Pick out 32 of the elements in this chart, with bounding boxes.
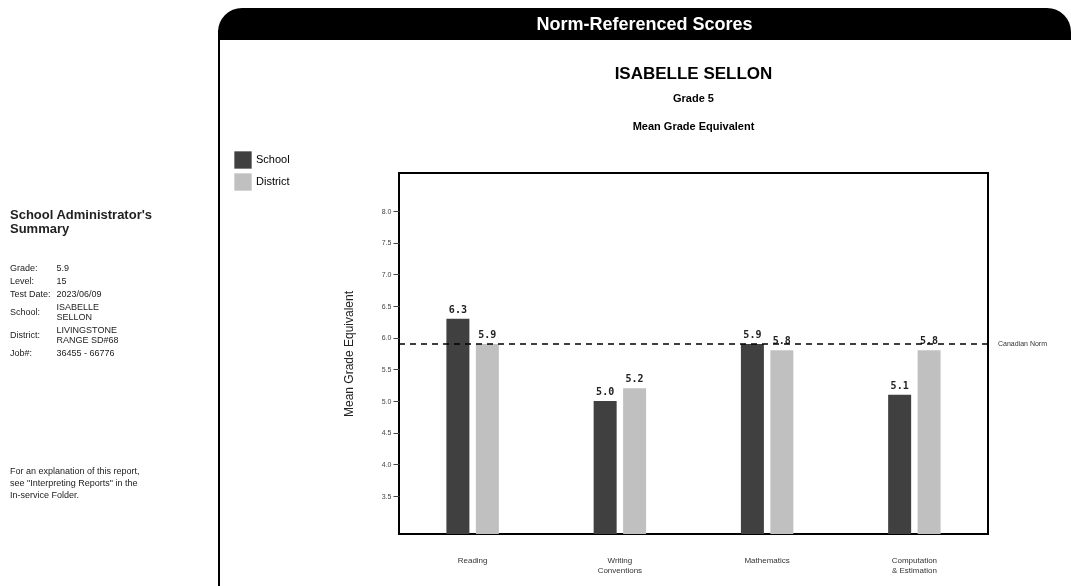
data-label: 5.0: [596, 386, 615, 397]
x-tick-label: Mathematics: [744, 555, 790, 565]
text: Level:: [10, 275, 36, 288]
text: Grade:: [10, 262, 39, 275]
x-tick-label: Writing Conventions: [597, 555, 643, 575]
text: 15: [56, 275, 68, 288]
text: For an explanation of this report, see "Interpreting Reports" in the In-service Folder.: [10, 465, 140, 501]
text: Test Date:: [10, 288, 52, 301]
y-axis-title: Mean Grade Equivalent: [341, 290, 356, 418]
text: 36455 - 66776: [56, 347, 116, 360]
text: School Administrator's Summary: [10, 207, 154, 236]
legend-label: School: [256, 153, 290, 165]
text: School:: [10, 306, 42, 319]
text: 2023/06/09: [56, 288, 103, 301]
x-tick-label: Computation & Estimation: [891, 555, 938, 575]
data-label: 5.2: [625, 373, 644, 385]
data-label: 5.8: [920, 335, 939, 347]
text: LIVINGSTONE RANGE SD#68: [56, 324, 120, 347]
x-tick-label: Reading: [457, 555, 488, 565]
data-label: 5.1: [890, 379, 909, 391]
text: ISABELLE SELLON: [56, 301, 101, 324]
data-label: 5.9: [743, 329, 762, 340]
text: Job#:: [10, 347, 34, 360]
chart-title: ISABELLE SELLON: [614, 64, 773, 83]
data-label: 6.3: [448, 303, 467, 315]
text: Mean Grade Equivalent: [632, 120, 755, 132]
legend-label: District: [256, 175, 290, 187]
text: 5.9: [56, 262, 71, 275]
text: Norm-Referenced Scores: [218, 8, 1071, 40]
chart-subtitle: Grade 5: [673, 92, 714, 104]
data-label: 5.9: [478, 329, 497, 340]
text: District:: [10, 329, 41, 342]
